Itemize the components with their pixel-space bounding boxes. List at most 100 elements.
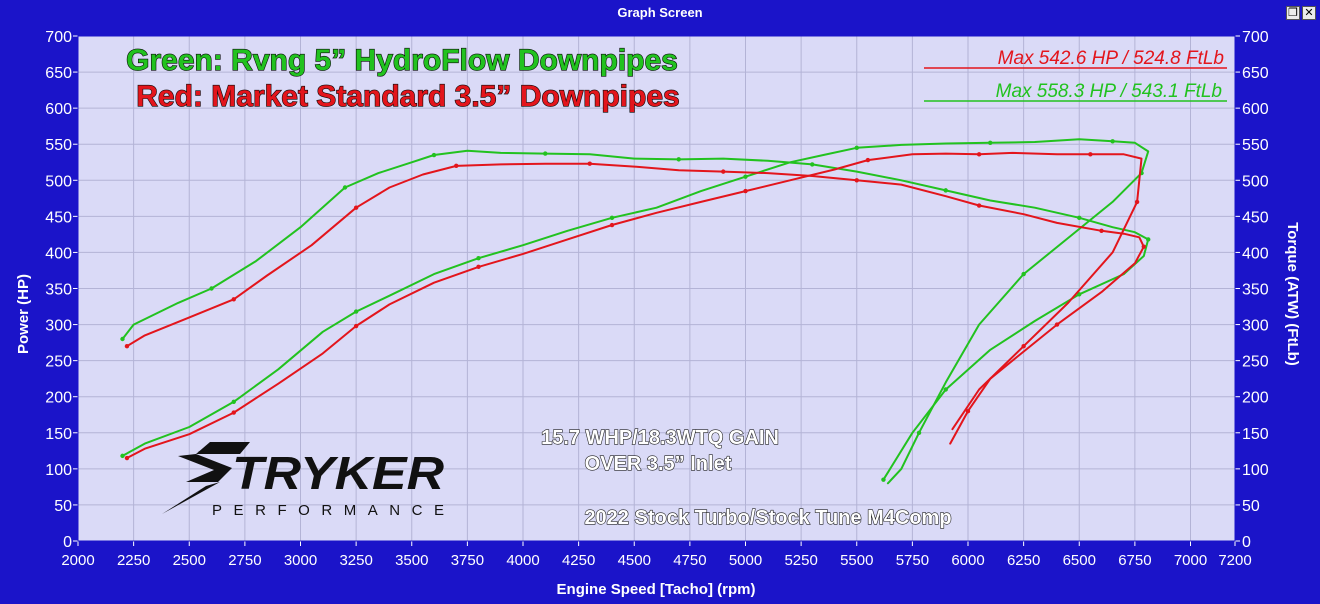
data-point: [881, 477, 886, 482]
red-legend-text: Red: Market Standard 3.5” Downpipes: [136, 80, 679, 113]
data-point: [353, 323, 359, 329]
data-point: [1021, 344, 1026, 349]
y-tick-label: 300: [45, 318, 72, 335]
data-point: [1146, 237, 1151, 242]
x-tick-label: 3250: [339, 552, 372, 569]
car-description-text: 2022 Stock Turbo/Stock Tune M4Comp: [584, 507, 951, 529]
y2-tick-label: 50: [1242, 498, 1260, 515]
y2-tick-label: 100: [1242, 462, 1269, 479]
gain-text-line1: 15.7 WHP/18.3WTQ GAIN: [541, 427, 779, 449]
x-tick-labels: 2000 2250 2500 2750 3000 3250 3500 3750 4000 4250…: [61, 552, 1251, 569]
data-point: [1021, 271, 1026, 277]
data-point: [431, 152, 437, 158]
series-line-2: [126, 162, 1145, 445]
data-point: [609, 215, 615, 220]
y-tick-label: 550: [45, 137, 72, 154]
data-point: [810, 162, 815, 167]
x-tick-label: 3750: [451, 552, 484, 569]
data-point: [543, 151, 548, 156]
series-lines: [120, 138, 1151, 485]
x-tick-label: 2500: [173, 552, 206, 569]
x-tick-label: 6500: [1063, 552, 1096, 569]
x-tick-label: 5250: [784, 552, 817, 569]
data-point: [342, 185, 348, 190]
y2-tick-label: 300: [1242, 318, 1269, 335]
y-tick-label: 50: [54, 498, 72, 515]
graph-panel: 2000 2250 2500 2750 3000 3250 3500 3750 4000 4250…: [15, 29, 1301, 598]
data-point: [120, 453, 125, 459]
data-point: [743, 188, 748, 194]
x-tick-label: 3500: [395, 552, 428, 569]
data-point: [1077, 292, 1082, 297]
data-point: [976, 203, 982, 208]
data-point: [965, 408, 971, 414]
data-point: [353, 205, 359, 210]
y-axis-label: Power (HP): [15, 274, 32, 354]
y-tick-label: 0: [63, 534, 72, 551]
y-tick-label: 450: [45, 209, 72, 226]
data-point: [721, 169, 726, 174]
grid: [73, 35, 1240, 546]
y-tick-label: 150: [45, 426, 72, 443]
logo-wordmark: TRYKER: [232, 447, 444, 499]
restore-button[interactable]: ❐: [1286, 6, 1300, 20]
x-tick-label: 4000: [506, 552, 539, 569]
data-point: [353, 309, 359, 314]
data-point: [988, 140, 993, 145]
stryker-s-stripe: [198, 444, 248, 452]
data-point: [1099, 228, 1104, 233]
x-tick-label: 5500: [840, 552, 873, 569]
gain-text-line2: OVER 3.5” Inlet: [585, 453, 732, 475]
x-tick-label: 7000: [1174, 552, 1207, 569]
y-tick-label: 400: [45, 245, 72, 262]
y-tick-label: 600: [45, 101, 72, 118]
y2-tick-labels: 0 50 100 150 200 250 300 350 400 450 500 550 600 650 7…: [1242, 29, 1269, 551]
x-tick-label: 3000: [284, 552, 317, 569]
y2-tick-label: 550: [1242, 137, 1269, 154]
x-tick-label: 6000: [951, 552, 984, 569]
stryker-s-logo: [162, 442, 250, 514]
data-point: [231, 297, 236, 302]
data-point: [676, 157, 681, 162]
y-tick-label: 500: [45, 173, 72, 190]
data-point: [854, 145, 859, 151]
data-point: [231, 399, 236, 404]
data-point: [587, 161, 592, 166]
data-point: [976, 152, 982, 157]
data-point: [943, 188, 948, 193]
data-point: [120, 336, 125, 342]
x-tick-label: 2000: [61, 552, 94, 569]
data-point: [916, 430, 922, 435]
x-tick-label: 6750: [1118, 552, 1151, 569]
data-point: [1088, 152, 1093, 157]
y-tick-label: 100: [45, 462, 72, 479]
y2-tick-label: 150: [1242, 426, 1269, 443]
x-tick-label: 7200: [1218, 552, 1251, 569]
data-point: [1141, 244, 1146, 249]
y2-tick-label: 600: [1242, 101, 1269, 118]
y-tick-label: 350: [45, 282, 72, 299]
close-button[interactable]: ✕: [1302, 6, 1316, 20]
y2-axis-label: Torque (ATW) (FtLb): [1284, 222, 1301, 366]
y-tick-label: 700: [45, 29, 72, 46]
x-tick-label: 2750: [228, 552, 261, 569]
data-point: [1110, 139, 1115, 144]
data-point: [1054, 322, 1060, 327]
data-point: [209, 286, 214, 291]
data-point: [943, 387, 948, 392]
x-tick-label: 4500: [618, 552, 651, 569]
y2-tick-label: 350: [1242, 282, 1269, 299]
max-red-text: Max 542.6 HP / 524.8 FtLb: [998, 48, 1224, 69]
y-tick-label: 200: [45, 390, 72, 407]
y2-tick-label: 0: [1242, 534, 1251, 551]
y2-tick-label: 450: [1242, 209, 1269, 226]
x-tick-label: 4250: [562, 552, 595, 569]
max-green-text: Max 558.3 HP / 543.1 FtLb: [996, 81, 1222, 102]
data-point: [124, 455, 130, 461]
y-tick-labels: 0 50 100 150 200 250 300 350 400 450 500 550 600 650 7…: [45, 29, 72, 551]
y-tick-label: 650: [45, 65, 72, 82]
data-point: [454, 163, 459, 169]
data-point: [476, 256, 481, 261]
y2-tick-label: 400: [1242, 245, 1269, 262]
x-tick-label: 2250: [117, 552, 150, 569]
